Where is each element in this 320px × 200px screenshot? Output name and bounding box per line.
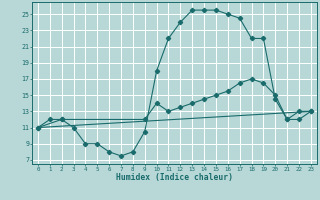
X-axis label: Humidex (Indice chaleur): Humidex (Indice chaleur) [116,173,233,182]
